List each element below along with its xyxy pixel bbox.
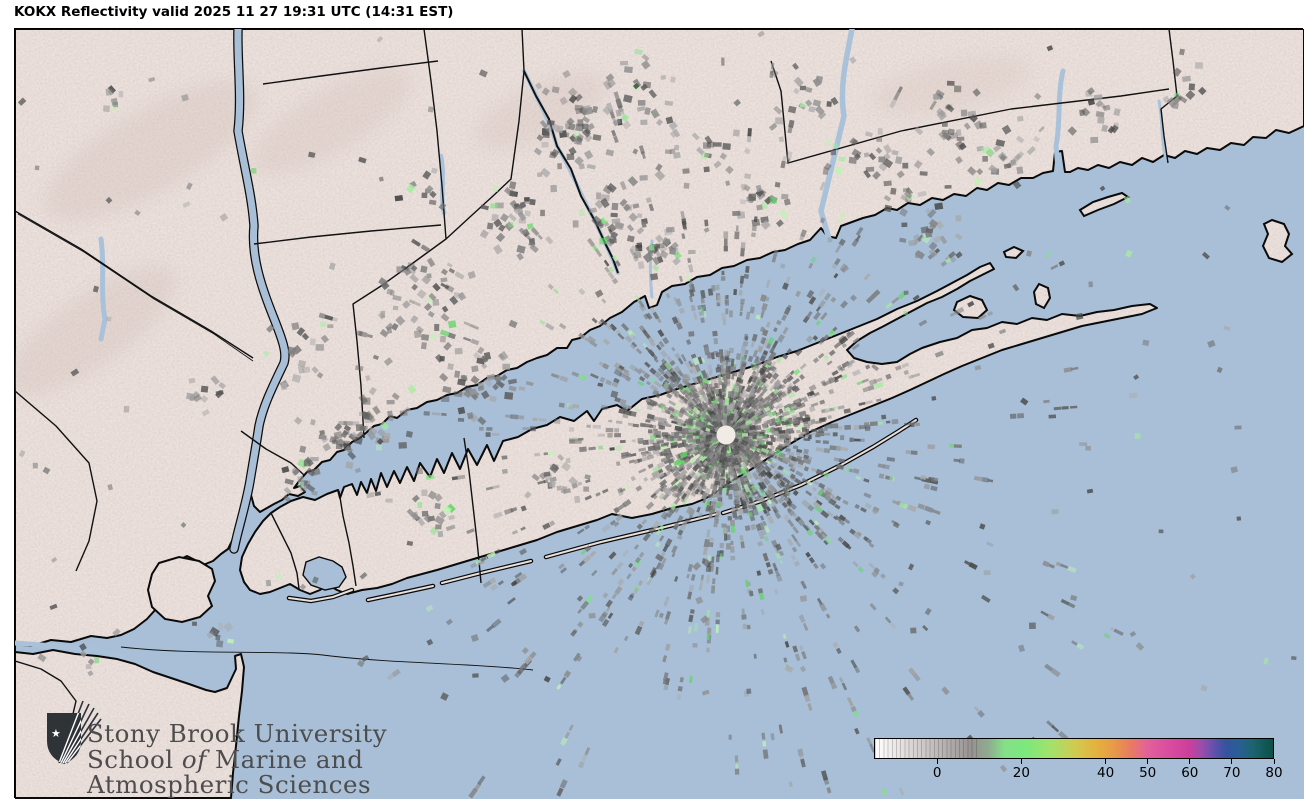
gardiners-island <box>1032 282 1052 310</box>
colorbar-tick-label: 20 <box>1012 765 1030 781</box>
block-island <box>1261 218 1294 264</box>
radar-site-hole <box>716 425 736 445</box>
colorbar-tick <box>1147 759 1149 764</box>
logo-text-school: School <box>87 745 182 774</box>
logo-text-line3: Atmospheric Sciences <box>87 770 372 799</box>
colorbar-tick-label: 70 <box>1223 765 1241 781</box>
radar-map: ★ Stony Brook University School of Marin… <box>14 28 1304 799</box>
svg-text:★: ★ <box>51 727 61 740</box>
rivers <box>15 29 1168 660</box>
logo-text-line2: School of Marine and <box>87 745 363 774</box>
sbu-shield-icon: ★ <box>47 700 102 764</box>
reflectivity-speckles <box>17 30 1297 799</box>
map-canvas: ★ <box>15 29 1304 799</box>
colorbar-tick-label: 0 <box>932 765 942 781</box>
colorbar-tick <box>1105 759 1107 764</box>
colorbar-bin-stripes <box>875 739 979 758</box>
channel-line <box>120 646 534 671</box>
colorbar-tick-label: 40 <box>1096 765 1115 781</box>
mainland <box>15 29 1304 799</box>
colorbar-tick <box>1273 759 1275 764</box>
colorbar-tick <box>1020 759 1022 764</box>
colorbar-tick-label: 60 <box>1181 765 1199 781</box>
hillshade <box>15 57 1030 395</box>
staten-island <box>146 555 217 624</box>
colorbar-tick-label: 50 <box>1139 765 1157 781</box>
colorbar-tick <box>1231 759 1233 764</box>
page-title: KOKX Reflectivity valid 2025 11 27 19:31… <box>14 4 454 20</box>
logo-text-line1: Stony Brook University <box>87 719 388 748</box>
colorbar-tick-label: 80 <box>1265 765 1283 781</box>
reflectivity-colorbar <box>874 738 1274 759</box>
plum-island <box>1002 245 1025 260</box>
logo-text-of: of <box>181 745 207 774</box>
map-layers: ★ <box>15 29 1304 799</box>
colorbar-tick <box>936 759 938 764</box>
colorbar-tick <box>1189 759 1191 764</box>
logo-text-marine: Marine and <box>206 745 364 774</box>
